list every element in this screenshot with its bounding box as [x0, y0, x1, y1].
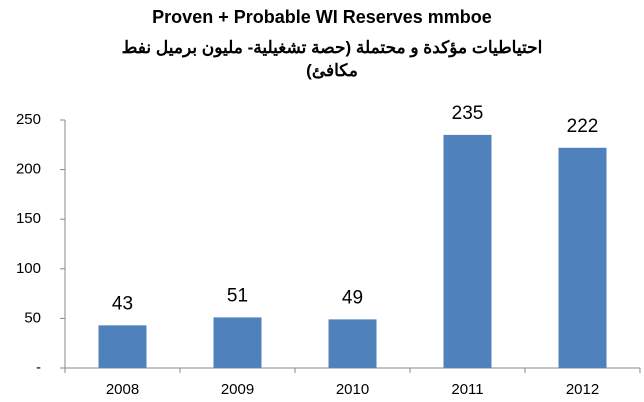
y-tick-label: 100: [16, 260, 41, 277]
bar: [328, 319, 377, 368]
x-tick-label: 2010: [336, 381, 369, 398]
y-tick-label: 150: [16, 210, 41, 227]
y-tick-label: 50: [24, 309, 41, 326]
y-tick-label: -: [36, 359, 41, 376]
x-tick-label: 2009: [221, 381, 254, 398]
x-tick-label: 2012: [566, 381, 599, 398]
bar: [558, 147, 607, 368]
y-tick-label: 250: [16, 111, 41, 128]
data-label: 49: [342, 287, 363, 308]
bar: [213, 317, 262, 368]
bar: [98, 325, 147, 368]
data-label: 43: [112, 293, 133, 314]
x-tick-label: 2008: [106, 381, 139, 398]
chart-title: Proven + Probable WI Reserves mmboe: [152, 7, 492, 27]
bar: [443, 134, 492, 368]
y-tick-label: 200: [16, 161, 41, 178]
chart-subtitle: احتياطيات مؤكدة و محتملة (حصة تشغيلية- م…: [121, 38, 543, 80]
data-label: 235: [452, 103, 484, 124]
data-label: 222: [567, 116, 599, 137]
data-label: 51: [227, 285, 248, 306]
x-tick-label: 2011: [451, 381, 483, 398]
